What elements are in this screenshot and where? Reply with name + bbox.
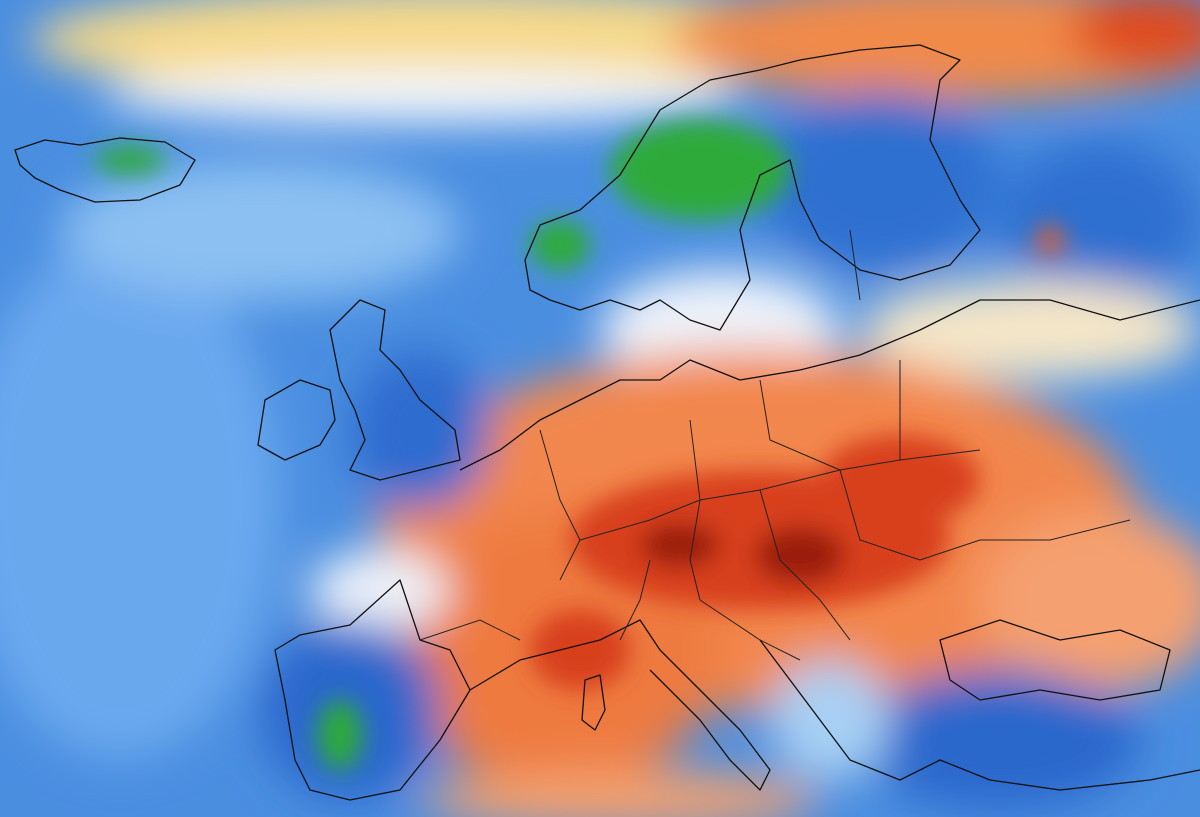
ireland-coast — [257, 379, 336, 461]
field-patch — [100, 67, 740, 123]
field-patch — [0, 240, 280, 760]
warm-core — [820, 435, 980, 525]
field-patch — [860, 280, 1200, 380]
borders — [419, 229, 1131, 661]
anomaly-cores — [95, 120, 1064, 770]
field-patch — [350, 350, 490, 510]
field-patch — [760, 90, 1000, 270]
coastlines — [14, 44, 1200, 801]
field-patch — [980, 510, 1200, 690]
green-patch — [610, 120, 790, 220]
field-patch — [860, 670, 1140, 810]
british-isles-coast — [329, 299, 461, 481]
continent-coast — [459, 299, 1200, 471]
hot-core — [755, 527, 845, 583]
warm-core — [530, 610, 630, 690]
field-patch — [30, 0, 870, 95]
field-patch — [770, 660, 890, 780]
mediterranean-coast — [469, 619, 1200, 791]
iceland-coast — [14, 137, 196, 203]
field-patch — [1070, 0, 1200, 70]
warm-spot — [1036, 226, 1064, 254]
field-patch — [420, 770, 820, 817]
sardinia-coast — [581, 674, 606, 731]
hot-core — [640, 523, 720, 567]
field-patch — [60, 160, 460, 300]
green-patch — [530, 220, 590, 270]
field-patch — [1000, 140, 1200, 300]
black-sea-coast — [939, 619, 1171, 701]
green-patch — [318, 700, 362, 770]
country-border — [419, 229, 1131, 661]
green-patch — [95, 146, 165, 174]
scandinavia-coast — [524, 44, 981, 331]
field-patch — [310, 550, 450, 630]
iberia-coast — [274, 579, 471, 801]
